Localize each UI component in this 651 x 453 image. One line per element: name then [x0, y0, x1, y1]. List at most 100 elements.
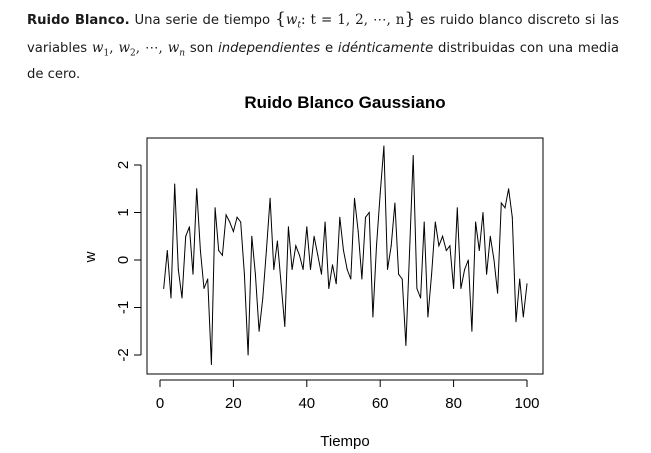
- data-point: [225, 214, 227, 216]
- data-point: [343, 250, 344, 251]
- data-point: [196, 188, 198, 190]
- data-point: [427, 316, 429, 318]
- data-point: [221, 254, 223, 256]
- data-point: [354, 197, 355, 199]
- data-point: [438, 245, 440, 247]
- data-point: [423, 221, 425, 223]
- data-point: [273, 269, 275, 270]
- data-point: [181, 297, 183, 299]
- data-point: [489, 235, 491, 237]
- data-point: [310, 269, 311, 270]
- data-point: [251, 235, 253, 237]
- variables-list: w1, w2, ⋯, wn: [91, 39, 186, 59]
- axes-group: 0 20 40 60 80 100 -2 -1 0 1 2: [115, 161, 540, 412]
- text-segment: e: [324, 40, 334, 56]
- data-point: [390, 245, 392, 247]
- data-point: [478, 250, 480, 251]
- data-point: [306, 226, 308, 228]
- data-point: [229, 221, 231, 223]
- data-point: [368, 212, 370, 213]
- intro-paragraph: Ruido Blanco. Una serie de tiempo {wt: t…: [27, 8, 619, 86]
- plot-frame: [146, 137, 544, 375]
- data-point: [398, 273, 400, 275]
- data-point: [236, 216, 238, 218]
- time-series-set: {wt: t = 1, 2, ⋯, n}: [275, 9, 416, 31]
- data-point: [276, 240, 278, 242]
- data-point: [240, 221, 242, 223]
- data-point: [383, 145, 385, 147]
- data-point: [232, 231, 234, 232]
- data-point: [522, 316, 524, 318]
- data-point: [287, 226, 289, 228]
- emphasis-identicamente: idénticamente: [337, 40, 434, 56]
- data-point: [265, 250, 267, 251]
- data-point: [210, 364, 212, 365]
- data-point: [321, 273, 322, 275]
- data-point: [332, 264, 333, 266]
- data-point: [445, 250, 447, 251]
- data-point: [346, 269, 348, 270]
- data-point: [350, 278, 352, 280]
- data-point: [376, 245, 377, 247]
- data-point: [335, 283, 337, 285]
- data-point: [174, 183, 176, 185]
- data-point: [317, 254, 319, 256]
- data-point: [243, 273, 245, 275]
- data-point: [280, 283, 282, 285]
- data-points-group: [163, 145, 528, 365]
- data-point: [188, 226, 190, 228]
- y-tick-label: 2: [115, 161, 132, 169]
- data-point: [269, 197, 271, 199]
- data-point: [460, 288, 462, 289]
- data-point: [302, 269, 304, 270]
- data-point: [357, 231, 359, 232]
- text-segment: es ruido blanco discreto si las variable…: [27, 13, 619, 56]
- x-tick-label: 80: [445, 395, 462, 412]
- data-point: [467, 259, 469, 261]
- data-point: [442, 235, 444, 237]
- data-point: [324, 221, 326, 223]
- data-point: [412, 155, 414, 156]
- data-point: [254, 273, 256, 275]
- data-point: [471, 330, 473, 332]
- data-point: [515, 321, 517, 323]
- data-point: [511, 216, 513, 218]
- data-point: [394, 202, 396, 204]
- data-point: [504, 207, 506, 209]
- data-point: [258, 330, 260, 332]
- data-point: [482, 212, 484, 213]
- x-tick-label: 40: [298, 395, 315, 412]
- data-point: [500, 202, 502, 204]
- text-segment: distribuidas con una media de cero.: [27, 40, 619, 83]
- data-point: [456, 207, 458, 209]
- data-point: [199, 250, 201, 251]
- x-tick-label: 20: [225, 395, 242, 412]
- data-point: [493, 259, 495, 261]
- data-point: [434, 221, 436, 223]
- series-line: [163, 145, 528, 365]
- data-point: [163, 288, 165, 289]
- data-point: [185, 235, 187, 237]
- data-point: [405, 345, 407, 346]
- data-point: [497, 292, 499, 294]
- data-point: [416, 288, 418, 289]
- data-point: [475, 221, 477, 223]
- data-point: [453, 288, 455, 289]
- data-point: [295, 245, 297, 247]
- data-point: [218, 250, 220, 251]
- y-tick-label: -2: [115, 348, 132, 361]
- data-point: [486, 273, 488, 275]
- data-point: [379, 193, 381, 194]
- data-point: [365, 216, 366, 218]
- data-point: [177, 269, 179, 270]
- x-tick-label: 100: [514, 395, 539, 412]
- data-point: [519, 278, 521, 280]
- data-point: [449, 245, 451, 247]
- data-point: [247, 354, 249, 356]
- data-point: [170, 297, 172, 299]
- data-point: [203, 288, 205, 289]
- data-point: [284, 326, 286, 327]
- y-tick-label: -1: [115, 301, 132, 314]
- y-tick-label: 1: [115, 208, 132, 216]
